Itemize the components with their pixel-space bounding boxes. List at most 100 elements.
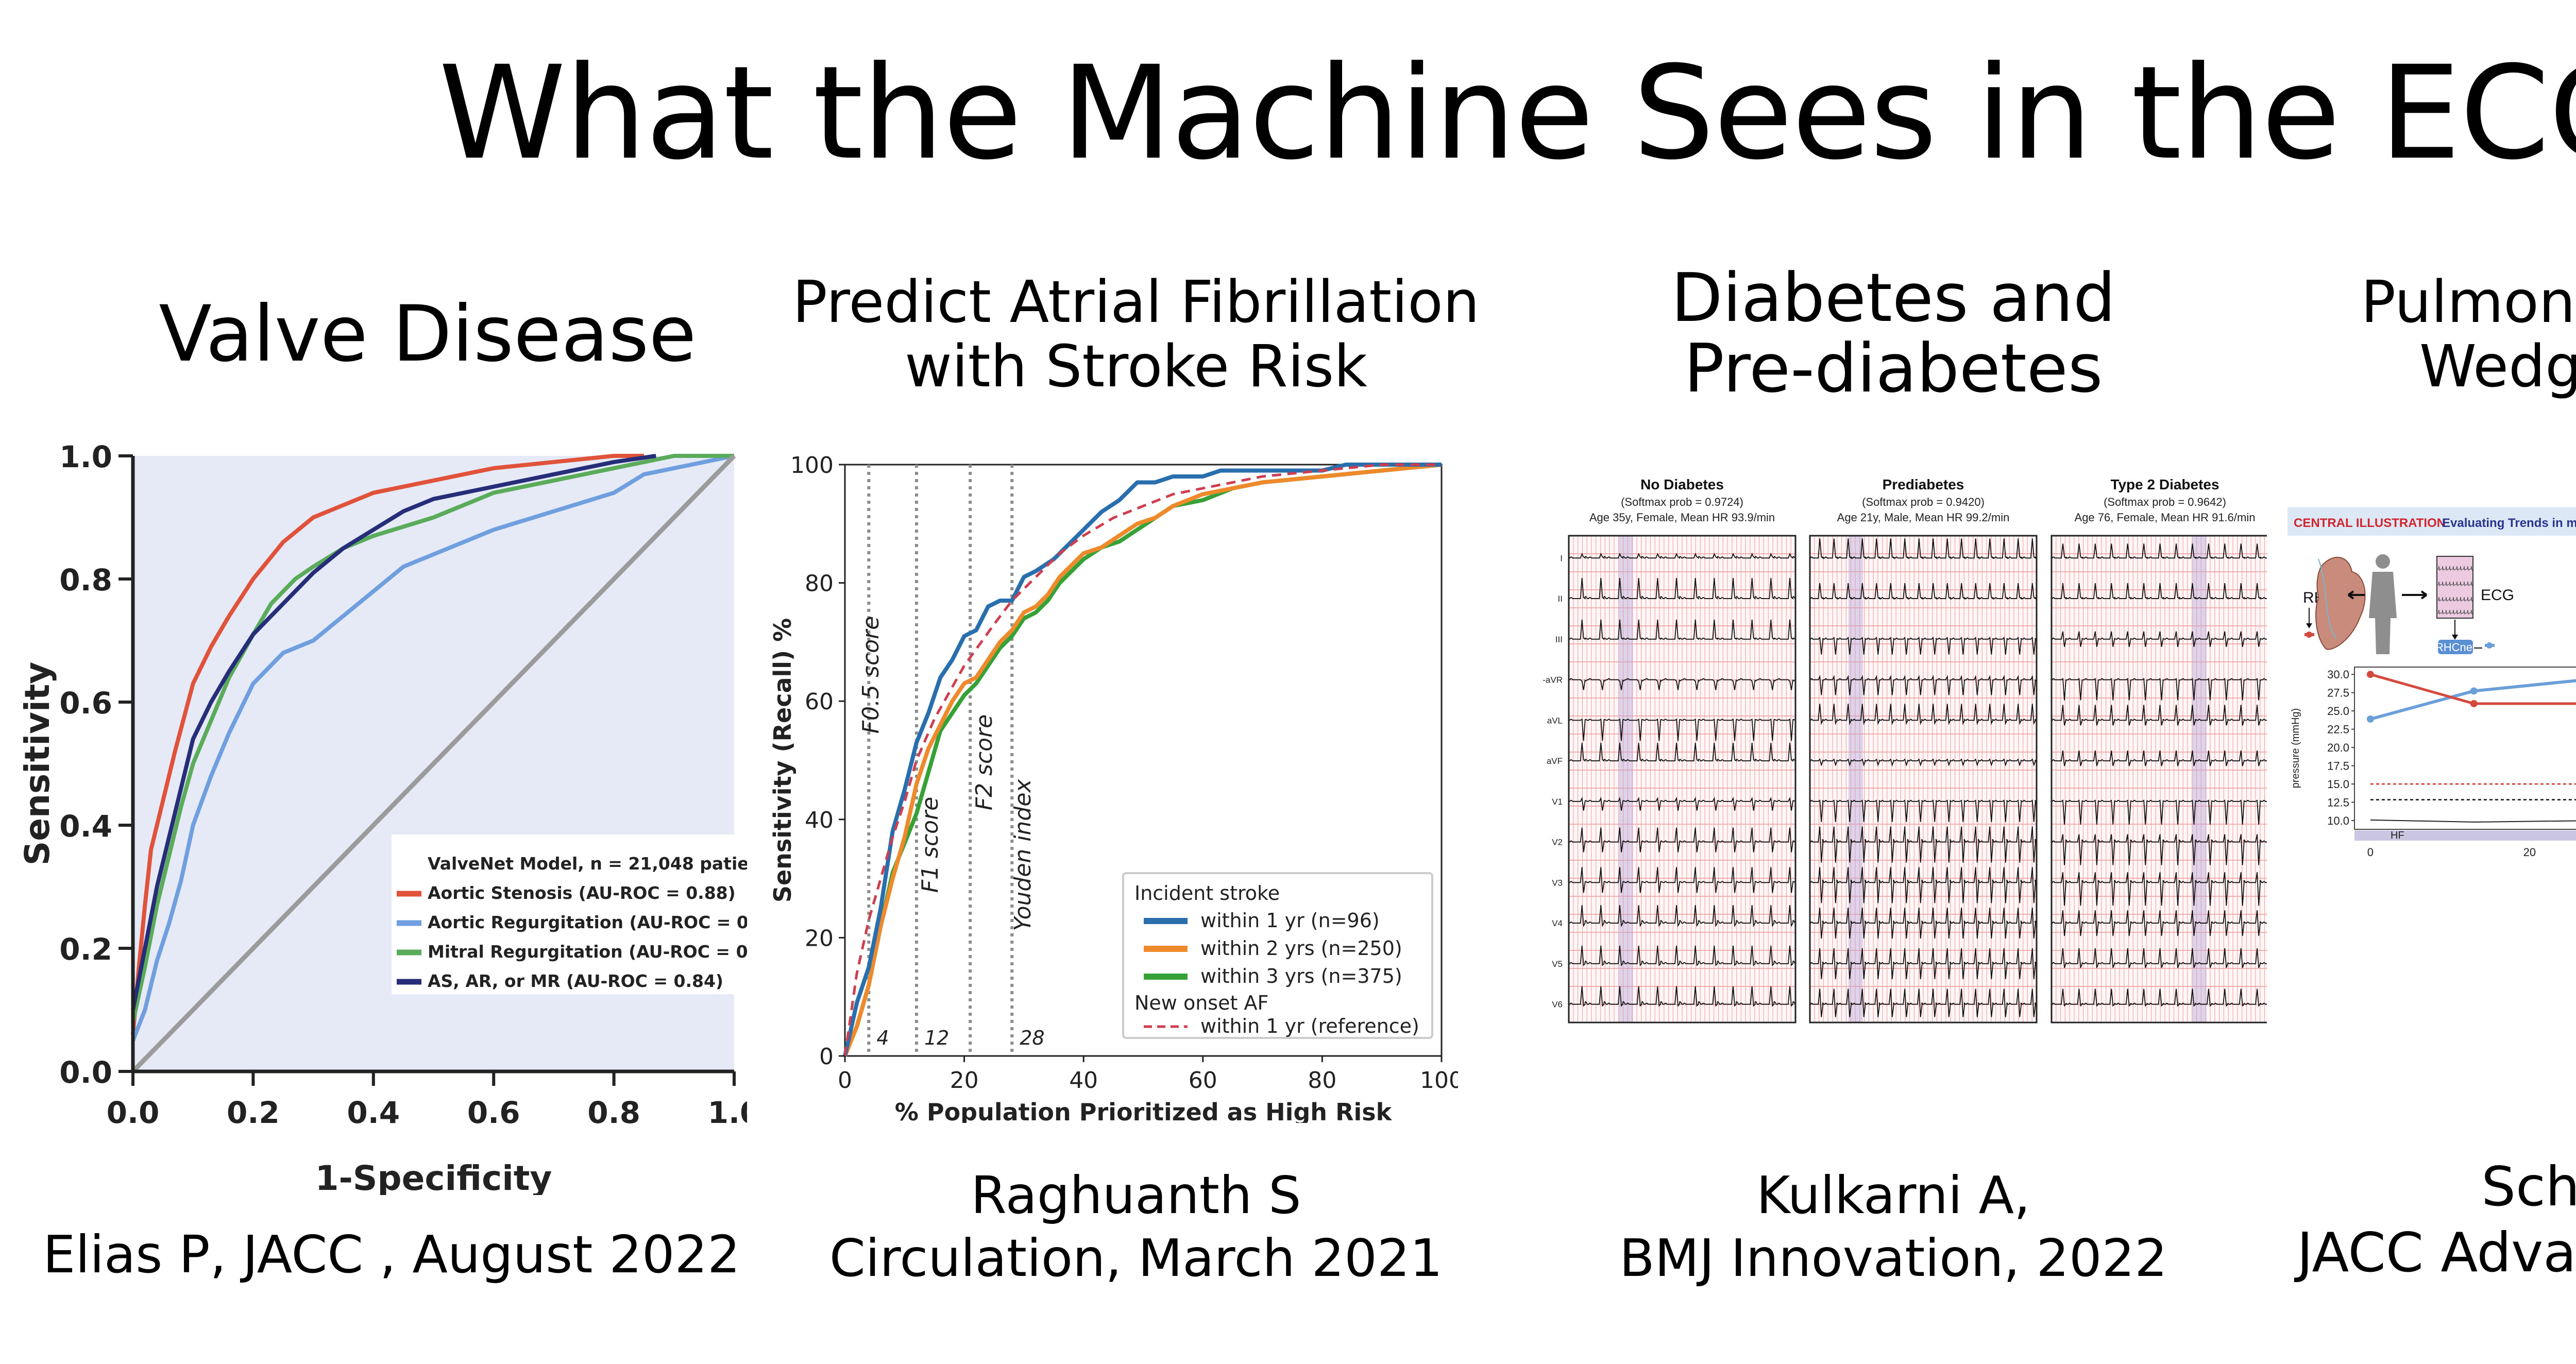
ecg-trace [2052, 834, 2267, 865]
x-tick-label: 60 [1189, 1067, 1217, 1094]
lead-label: I [1560, 553, 1563, 563]
y-tick-label: 20.0 [2327, 741, 2349, 754]
ecg-label: ECG [2481, 587, 2514, 604]
x-tick-label: 0.6 [467, 1095, 520, 1130]
y-tick-label: 60 [805, 689, 834, 715]
ecg-trace [2052, 910, 2267, 936]
ecg-patient-info: Age 35y, Female, Mean HR 93.9/min [1589, 511, 1775, 524]
y-tick-label: 80 [805, 571, 834, 597]
citation-elias: Elias P, JACC , August 2022 [31, 1223, 752, 1286]
citation-raghunath: Raghuanth S Circulation, March 2021 [762, 1164, 1510, 1290]
ecg-trace [2052, 799, 2267, 825]
lead-label: V2 [1552, 838, 1563, 847]
y-tick-label: 0.8 [59, 562, 112, 598]
plot-area [2354, 667, 2576, 830]
legend-item-label: within 3 yrs (n=375) [1200, 965, 1402, 987]
threshold-label: F1 score [917, 797, 943, 893]
ecg-trace [2052, 872, 2267, 906]
citation-line: Elias P, JACC , August 2022 [43, 1224, 740, 1285]
ecg-trace [1810, 583, 2037, 600]
ecg-patient-info: Age 76, Female, Mean HR 91.6/min [2075, 511, 2256, 524]
ecg-trace [2052, 988, 2267, 1007]
illustration-banner [2287, 507, 2576, 536]
lead-label: V4 [1552, 918, 1563, 928]
lead-label: aVF [1547, 756, 1563, 766]
title-line: Predict Atrial Fibrillation [792, 269, 1480, 336]
ecg-trace [2052, 948, 2267, 968]
mpcwp-marker-icon [2306, 632, 2312, 638]
threshold-label: F0.5 score [858, 616, 884, 734]
lead-label: III [1555, 635, 1563, 644]
roc-curve [131, 454, 735, 1042]
ecg-trace [1810, 826, 2037, 863]
threshold-value: 4 [876, 1027, 889, 1049]
legend-item-label: Mitral Regurgitation (AU-ROC = 0.83) [428, 942, 747, 962]
legend-item-label: Aortic Stenosis (AU-ROC = 0.88) [428, 883, 736, 903]
lead-label: aVL [1547, 715, 1563, 725]
recall-chart-atrial-fibrillation: 4 12 28 F0.5 score F1 score F2 score Youden in… [769, 452, 1458, 1123]
ecg-trace [1569, 986, 1796, 1007]
y-tick-label: 0.2 [59, 932, 112, 967]
ecg-column-title: No Diabetes [1640, 476, 1724, 492]
ecg-softmax-prob: (Softmax prob = 0.9724) [1621, 496, 1743, 508]
y-tick-label: 100 [790, 452, 834, 479]
rhcnet-model-box [2438, 640, 2473, 654]
citation-line: Schlesinger D, [2481, 1155, 2576, 1218]
y-axis-label: pressure (mmHg) [2290, 708, 2301, 789]
ecg-trace [2052, 677, 2267, 701]
ecg-grid [1568, 535, 1795, 1023]
x-tick-label: 0.0 [107, 1095, 160, 1130]
phase-label: HF [2391, 830, 2404, 841]
phase-band [2354, 830, 2576, 841]
legend-item-label: Aortic Regurgitation (AU-ROC = 0.77) [428, 912, 747, 932]
legend-box [1122, 872, 1433, 1039]
recall-curve [843, 463, 1442, 1057]
x-tick-label: 20 [2523, 846, 2536, 859]
x-tick-label: 0 [838, 1067, 852, 1094]
ecg-trace [2052, 631, 2267, 647]
legend-item-label: within 1 yr (reference) [1200, 1015, 1419, 1037]
y-tick-label: 22.5 [2327, 723, 2349, 736]
ecg-trace [2052, 583, 2267, 600]
threshold-label: F2 score [971, 714, 997, 810]
recall-curve [843, 463, 1442, 1056]
y-tick-label: 17.5 [2327, 760, 2349, 773]
y-tick-label: 25.0 [2327, 705, 2349, 718]
ecg-trace [1810, 636, 2037, 655]
probability-point [2470, 687, 2478, 695]
recall-curve [843, 463, 1442, 1057]
roc-curve [131, 454, 736, 1073]
ecg-trace [1810, 704, 2037, 725]
y-tick-label: 15.0 [2327, 778, 2349, 791]
citation-kulkarni: Kulkarni A, BMJ Innovation, 2022 [1520, 1164, 2267, 1290]
x-tick-label: 100 [1420, 1067, 1458, 1094]
lead-label: V5 [1552, 959, 1563, 969]
attention-highlight [1618, 536, 1633, 1022]
legend-title: ValveNet Model, n = 21,048 patients [428, 854, 747, 874]
panel-title-diabetes: Diabetes and Pre-diabetes [1520, 263, 2267, 403]
ecg-patient-info: Age 21y, Male, Mean HR 99.2/min [1837, 511, 2010, 524]
ecg-trace [2052, 543, 2267, 559]
y-tick-label: 10.0 [2327, 814, 2349, 827]
citation-line: Circulation, March 2021 [829, 1228, 1443, 1288]
y-axis-label: Sensitivity (Recall) % [769, 618, 796, 902]
x-tick-label: 0.2 [227, 1095, 280, 1130]
person-silhouette [2369, 572, 2397, 654]
title-line: Diabetes and [1671, 259, 2116, 337]
lead-label: V1 [1552, 797, 1563, 807]
rhcnet-label: RHCnet [2435, 641, 2476, 654]
legend-item-label: within 2 yrs (n=250) [1200, 937, 1402, 960]
arrow-right-icon [2402, 590, 2428, 600]
y-tick-label: 0.4 [59, 809, 112, 844]
recall-curve [843, 463, 1442, 1056]
ecg-trace [1569, 867, 1795, 893]
y-axis-label: Sensitivity [18, 662, 57, 866]
mpcwp-point [2470, 700, 2478, 707]
probability-marker-icon [2486, 642, 2493, 649]
y-tick-label: 0.0 [59, 1055, 112, 1090]
title-line: Pulmonary Capillary [2361, 269, 2576, 336]
roc-curve [131, 454, 644, 1035]
probability-point [2366, 715, 2374, 723]
ecg-trace [1810, 948, 2037, 979]
